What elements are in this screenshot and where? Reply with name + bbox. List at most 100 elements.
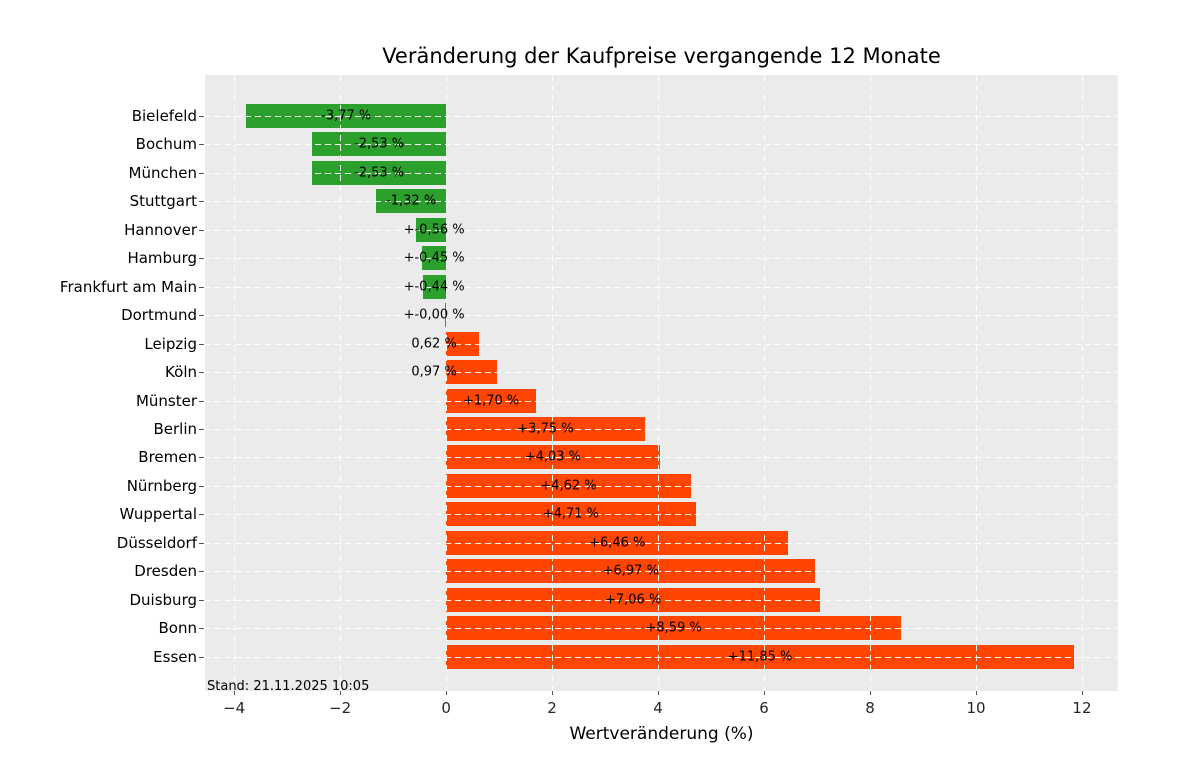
y-gridline bbox=[205, 372, 1118, 374]
y-tick-mark bbox=[199, 571, 204, 573]
y-gridline bbox=[205, 343, 1118, 345]
y-tick-label-city: Wuppertal bbox=[119, 505, 197, 524]
bar-value-label: +-0,44 % bbox=[403, 279, 465, 295]
y-tick-mark bbox=[199, 116, 204, 117]
y-gridline bbox=[205, 172, 1118, 174]
bar-value-label: +1,70 % bbox=[462, 393, 520, 408]
stand-timestamp: Stand: 21.11.2025 10:05 bbox=[207, 679, 370, 694]
y-gridline bbox=[205, 428, 1118, 430]
x-tick-label: 0 bbox=[441, 699, 451, 717]
x-gridline bbox=[975, 75, 977, 691]
y-tick-mark bbox=[199, 315, 204, 317]
y-tick-mark bbox=[199, 628, 204, 630]
x-tick-label: 8 bbox=[865, 699, 875, 717]
x-tick-label: −4 bbox=[223, 699, 246, 717]
bar-value-label: +4,62 % bbox=[540, 478, 597, 494]
x-tick-label: 4 bbox=[653, 699, 663, 717]
bar-value-label: -2,53 % bbox=[354, 136, 405, 152]
bar-value-label: 0,62 % bbox=[411, 336, 457, 352]
y-tick-label-city: Dresden bbox=[134, 562, 197, 581]
y-tick-mark bbox=[199, 258, 204, 260]
y-gridline bbox=[205, 628, 1118, 630]
y-tick-mark bbox=[199, 542, 204, 544]
x-tick-label: −2 bbox=[329, 699, 352, 717]
y-gridline bbox=[205, 599, 1118, 601]
y-tick-label-city: Bochum bbox=[135, 135, 197, 154]
y-tick-label-city: Münster bbox=[135, 391, 197, 410]
bar-value-label: +6,46 % bbox=[589, 535, 646, 551]
x-gridline bbox=[234, 75, 236, 691]
x-tick-mark bbox=[234, 691, 236, 695]
y-tick-mark bbox=[199, 144, 204, 146]
x-tick-mark bbox=[658, 691, 660, 695]
x-tick-label: 12 bbox=[1072, 699, 1092, 717]
y-tick-label-city: München bbox=[128, 163, 197, 182]
x-tick-mark bbox=[340, 691, 342, 695]
bar-value-label: -1,32 % bbox=[386, 193, 437, 209]
y-gridline bbox=[205, 457, 1118, 459]
chart-title: Veränderung der Kaufpreise vergangende 1… bbox=[382, 44, 941, 68]
y-tick-label-city: Bielefeld bbox=[131, 107, 197, 125]
y-tick-label-city: Nürnberg bbox=[126, 476, 197, 495]
y-tick-label-city: Köln bbox=[165, 363, 197, 382]
y-tick-mark bbox=[199, 428, 204, 430]
x-gridline bbox=[1081, 75, 1083, 691]
bar-value-label: +4,71 % bbox=[542, 506, 600, 522]
x-gridline bbox=[446, 75, 448, 691]
x-tick-mark bbox=[1081, 691, 1083, 695]
x-tick-mark bbox=[870, 691, 871, 695]
y-tick-mark bbox=[199, 599, 204, 601]
y-tick-label-city: Stuttgart bbox=[129, 192, 197, 211]
y-gridline bbox=[205, 514, 1118, 516]
plot-area: -3,77 % -2,53 % -2,53 % -1,32 % +-0,56 % +-0,… bbox=[205, 75, 1118, 694]
y-tick-label-city: Essen bbox=[153, 647, 197, 666]
y-gridline bbox=[205, 201, 1118, 203]
bar-value-label: -2,53 % bbox=[354, 165, 405, 181]
y-gridline bbox=[205, 116, 1118, 117]
y-gridline bbox=[205, 400, 1118, 402]
y-tick-label-city: Bonn bbox=[158, 619, 197, 638]
y-tick-label-city: Dortmund bbox=[121, 306, 197, 325]
bar-value-label: -3,77 % bbox=[321, 108, 372, 124]
y-tick-label-city: Bremen bbox=[138, 448, 197, 467]
x-tick-mark bbox=[764, 691, 766, 695]
bar-labels-layer: -3,77 % -2,53 % -2,53 % -1,32 % +-0,56 % +-0,… bbox=[205, 75, 1118, 691]
bar-value-label: +7,06 % bbox=[604, 592, 662, 608]
bar-value-label: +11,85 % bbox=[727, 649, 793, 665]
x-tick-mark bbox=[552, 691, 554, 695]
x-gridline bbox=[340, 75, 342, 691]
x-gridline bbox=[658, 75, 660, 691]
x-gridline bbox=[870, 75, 871, 691]
x-tick-label: 2 bbox=[547, 699, 557, 717]
x-tick-mark bbox=[975, 691, 977, 695]
bar-value-label: +3,75 % bbox=[517, 421, 574, 437]
x-tick-label: 10 bbox=[966, 699, 986, 717]
y-tick-mark bbox=[199, 372, 204, 374]
y-tick-mark bbox=[199, 229, 204, 231]
y-tick-label-city: Hannover bbox=[124, 220, 197, 239]
y-tick-mark bbox=[199, 400, 204, 402]
y-gridline bbox=[205, 571, 1118, 573]
y-tick-label-city: Frankfurt am Main bbox=[59, 277, 197, 296]
x-gridline bbox=[764, 75, 766, 691]
y-tick-label-city: Berlin bbox=[153, 419, 197, 438]
y-tick-mark bbox=[199, 286, 204, 288]
x-gridline bbox=[552, 75, 554, 691]
y-tick-label-city: Duisburg bbox=[129, 590, 198, 609]
y-gridline bbox=[205, 315, 1118, 317]
y-gridline bbox=[205, 229, 1118, 231]
x-tick-mark bbox=[446, 691, 448, 695]
y-tick-mark bbox=[199, 514, 204, 516]
bar-value-label: +8,59 % bbox=[645, 620, 702, 636]
bar-value-label: +6,97 % bbox=[602, 563, 659, 579]
y-gridline bbox=[205, 485, 1118, 487]
y-gridline bbox=[205, 144, 1118, 146]
x-axis-title: Wertveränderung (%) bbox=[569, 724, 754, 744]
y-gridline bbox=[205, 258, 1118, 260]
bar-value-label: +4,03 % bbox=[524, 449, 582, 465]
y-tick-mark bbox=[199, 485, 204, 487]
y-tick-label-city: Hamburg bbox=[127, 249, 197, 268]
y-tick-mark bbox=[199, 656, 204, 658]
y-tick-mark bbox=[199, 201, 204, 203]
